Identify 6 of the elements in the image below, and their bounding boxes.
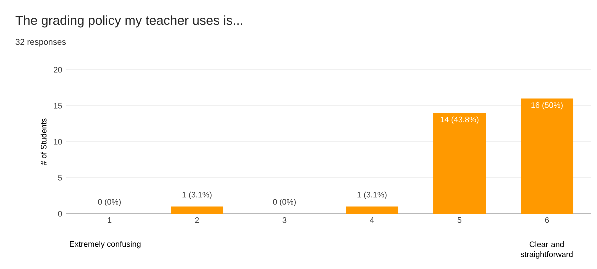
bar (346, 206, 399, 214)
bar (521, 98, 574, 214)
chart-subtitle: 32 responses (16, 39, 66, 47)
bar (171, 206, 224, 214)
bar (434, 113, 486, 214)
chart-title: The grading policy my teacher uses is... (16, 16, 242, 28)
